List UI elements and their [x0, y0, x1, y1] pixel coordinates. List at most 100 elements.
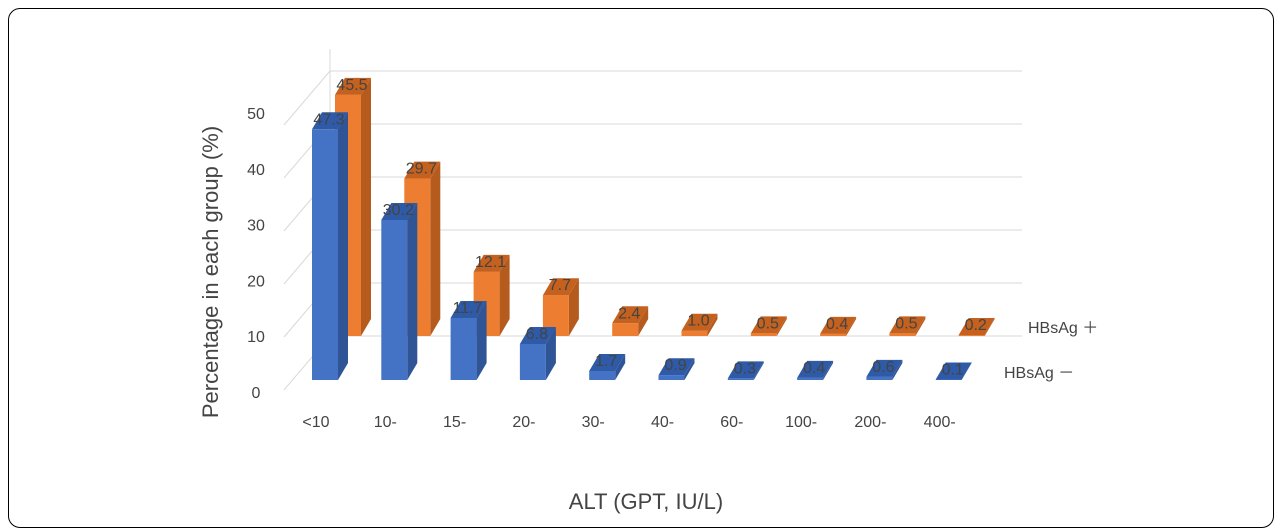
- y-axis-label: Percentage in each group (%): [198, 126, 223, 418]
- bar-hbsag-positive: [958, 317, 995, 336]
- x-tick-label: 60-: [720, 414, 743, 431]
- x-tick-label: 200-: [854, 414, 886, 431]
- x-tick-label: 400-: [924, 414, 956, 431]
- bar-top: [958, 317, 995, 335]
- bar-side: [753, 361, 764, 380]
- bar-hbsag-negative: [381, 202, 418, 380]
- data-label: 0.4: [826, 316, 848, 333]
- bar-top: [750, 316, 787, 334]
- bar-top: [681, 313, 718, 331]
- bar-side: [338, 112, 348, 380]
- data-label: 0.9: [664, 357, 686, 374]
- data-label: 47.3: [313, 111, 344, 128]
- y-tick-label: 50: [247, 106, 265, 123]
- bar-side: [476, 300, 487, 380]
- data-label: 7.7: [549, 277, 571, 294]
- series-label-positive: HBsAg ＋: [1028, 320, 1098, 337]
- data-label: 0.3: [734, 360, 756, 377]
- data-label: 2.4: [618, 305, 640, 322]
- series-depth-labels: HBsAg ＋ HBsAg －: [1004, 320, 1098, 382]
- bar-top: [312, 112, 348, 130]
- bar-hbsag-positive: [750, 316, 787, 336]
- bar-top: [589, 353, 626, 371]
- bar-hbsag-negative: [589, 353, 626, 380]
- bar-hbsag-negative: [450, 300, 487, 380]
- bar-top: [519, 326, 556, 344]
- bar-top: [866, 359, 903, 377]
- bar-hbsag-negative: [519, 326, 556, 380]
- x-tick-labels: <10 10- 15- 20- 30- 40- 60- 100- 200- 400-: [302, 414, 955, 431]
- bar-front: [797, 377, 824, 380]
- gridline-side: [283, 70, 331, 126]
- series-label-negative: HBsAg －: [1004, 365, 1074, 382]
- bar-front: [727, 378, 754, 380]
- y-tick-label: 40: [247, 162, 265, 179]
- bar-top: [935, 362, 972, 380]
- x-tick-label: 10-: [374, 414, 397, 431]
- data-label: 0.5: [757, 315, 779, 332]
- x-tick-label: 15-: [443, 414, 466, 431]
- bar-top: [335, 77, 371, 95]
- bar-side: [915, 316, 926, 336]
- bar-top: [381, 202, 418, 220]
- bar-front: [450, 317, 477, 380]
- data-label: 0.2: [965, 317, 987, 334]
- bar-side: [961, 362, 972, 380]
- bar-top: [727, 361, 764, 379]
- bar-front: [381, 219, 408, 380]
- x-tick-label: 20-: [512, 414, 535, 431]
- bar-hbsag-negative: [312, 112, 348, 380]
- bar-front: [866, 376, 893, 380]
- x-axis-label: ALT (GPT, IU/L): [569, 489, 723, 514]
- data-label: 30.2: [383, 202, 414, 219]
- data-label: 29.7: [406, 161, 437, 178]
- series-hbsag-negative: [312, 112, 972, 380]
- x-tick-label: <10: [302, 414, 329, 431]
- bar-side: [823, 360, 834, 380]
- bar-side: [892, 359, 903, 380]
- bar-front: [750, 333, 777, 336]
- data-label: 0.6: [872, 359, 894, 376]
- data-label: 1.7: [595, 353, 617, 370]
- bar-top: [797, 360, 834, 378]
- chart-svg: 0 10 20 30 40 50 45.5 29.7 12.1 7.7 2.4 1.0 0.5 0.4 0…: [198, 49, 1098, 514]
- y-tick-labels: 0 10 20 30 40 50: [247, 106, 265, 402]
- data-label: 11.7: [453, 300, 483, 317]
- bar-side: [984, 317, 995, 336]
- bar-front: [889, 333, 916, 336]
- x-tick-label: 30-: [582, 414, 605, 431]
- bar-side: [407, 202, 418, 380]
- bar-hbsag-positive: [542, 278, 579, 336]
- bar-front: [589, 370, 616, 380]
- bar-front: [958, 334, 985, 336]
- bar-front: [612, 323, 639, 336]
- bar-top: [612, 306, 649, 324]
- bar-side: [615, 353, 626, 380]
- bar-side: [499, 254, 510, 336]
- data-label: 6.8: [526, 326, 548, 343]
- bar-side: [846, 316, 857, 336]
- bar-front: [935, 379, 962, 380]
- bar-front: [312, 129, 338, 380]
- bar-hbsag-negative: [797, 360, 834, 380]
- y-tick-label: 20: [247, 273, 265, 290]
- bar-hbsag-negative: [658, 358, 695, 380]
- x-tick-label: 40-: [651, 414, 674, 431]
- y-tick-label: 30: [247, 218, 265, 235]
- bar-front: [519, 343, 546, 380]
- bar-hbsag-negative: [727, 361, 764, 380]
- bar-hbsag-negative: [935, 362, 972, 380]
- data-labels: 45.5 29.7 12.1 7.7 2.4 1.0 0.5 0.4 0.5 0.2 47.3 30.…: [313, 77, 986, 379]
- bar-hbsag-positive: [681, 313, 718, 336]
- y-tick-label: 10: [247, 329, 265, 346]
- data-label: 1.0: [687, 313, 709, 330]
- bar-top: [542, 278, 579, 296]
- bar-side: [776, 316, 787, 336]
- bar-side: [707, 313, 718, 336]
- data-label: 0.5: [895, 315, 917, 332]
- bar-hbsag-positive: [889, 316, 926, 336]
- bar-front: [681, 330, 708, 336]
- bar-top: [450, 300, 487, 318]
- bar-side: [430, 161, 441, 336]
- bar-hbsag-positive: [612, 306, 649, 336]
